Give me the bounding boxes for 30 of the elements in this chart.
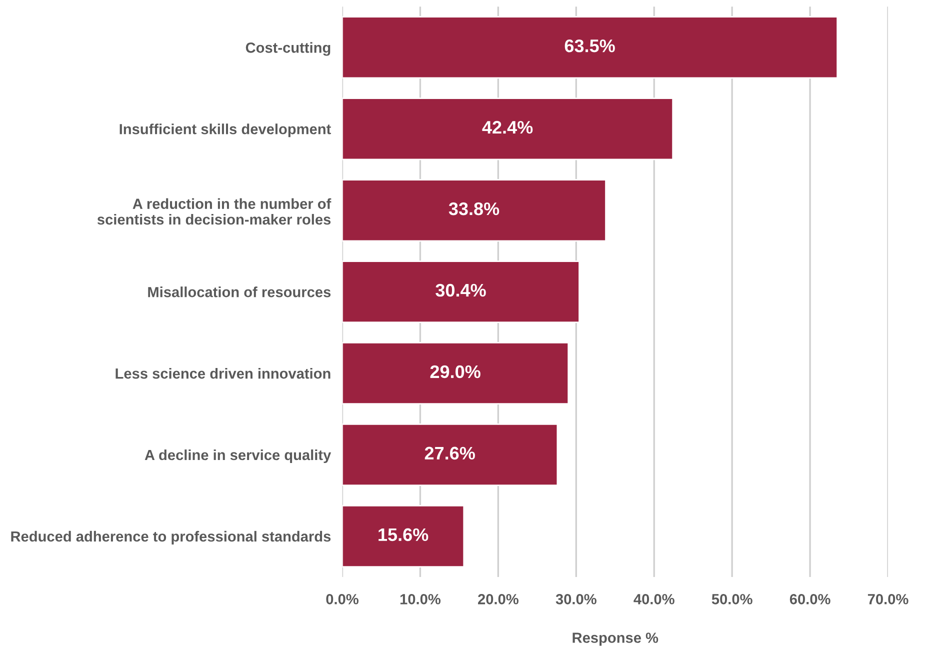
x-tick-label: 50.0% xyxy=(712,594,752,604)
y-tick-label: Misallocation of resources xyxy=(148,286,331,298)
bar xyxy=(342,504,465,568)
y-tick-label: Less science driven innovation xyxy=(116,368,330,379)
y-tick-label: Insufficient skills development xyxy=(120,124,331,138)
x-tick-label: 0.0% xyxy=(326,594,358,604)
y-tick-label: A decline in service quality xyxy=(144,449,332,464)
x-tick-label: 60.0% xyxy=(790,594,830,604)
data-label: 42.4% xyxy=(482,120,533,134)
y-tick-label: Reduced adherence to professional standards xyxy=(11,530,331,545)
bar xyxy=(342,16,838,79)
data-label: 63.5% xyxy=(564,39,615,52)
data-label: 30.4% xyxy=(436,284,486,297)
bar xyxy=(342,424,558,486)
y-tick-label: Cost-cutting xyxy=(246,42,330,56)
x-tick-label: 20.0% xyxy=(478,594,518,604)
data-label: 15.6% xyxy=(378,528,428,542)
bar xyxy=(342,179,606,242)
x-axis-title: Response % xyxy=(572,632,658,646)
bar xyxy=(342,260,580,324)
x-tick-label: 10.0% xyxy=(400,594,441,604)
data-label: 27.6% xyxy=(424,446,475,460)
x-tick-label: 30.0% xyxy=(556,594,596,604)
x-tick-label: 40.0% xyxy=(634,594,674,604)
bar xyxy=(342,342,570,405)
x-tick-label: 70.0% xyxy=(868,594,908,604)
data-label: 29.0% xyxy=(430,365,480,378)
data-label: 33.8% xyxy=(448,202,500,216)
y-tick-label: A reduction in the number of scientists in decision-maker roles xyxy=(97,198,332,225)
bar xyxy=(342,98,674,160)
